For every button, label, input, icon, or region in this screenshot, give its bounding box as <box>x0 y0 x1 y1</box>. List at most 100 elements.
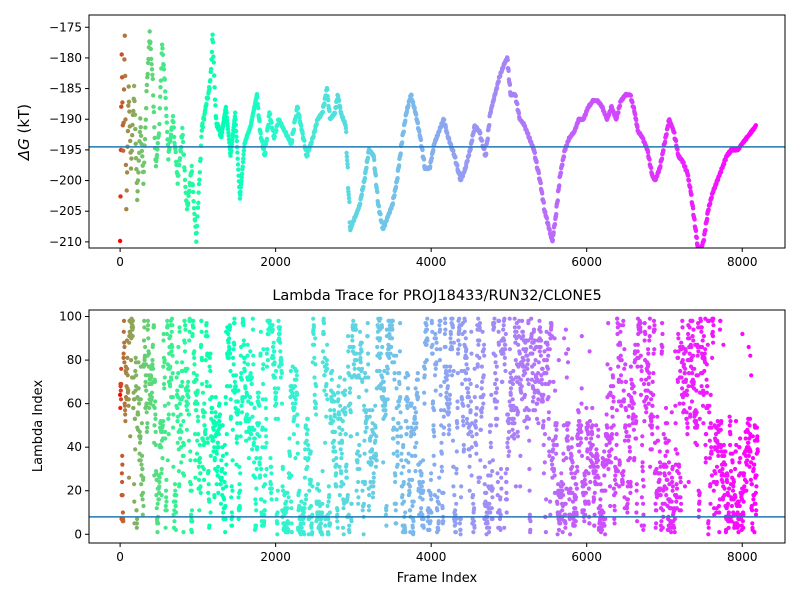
bottom-data-point <box>530 399 536 404</box>
bottom-data-point <box>224 432 229 437</box>
bottom-data-point <box>384 503 389 509</box>
bottom-data-point <box>271 340 276 345</box>
bottom-data-point <box>466 395 472 400</box>
bottom-data-point <box>422 366 427 371</box>
top-data-point <box>208 66 214 72</box>
bottom-data-point <box>286 495 291 500</box>
bottom-data-point <box>183 323 188 328</box>
x-tick-label: 6000 <box>571 255 602 269</box>
bottom-data-point <box>232 316 237 321</box>
bottom-data-point <box>568 486 573 491</box>
bottom-data-point <box>634 488 639 493</box>
bottom-data-point <box>324 358 329 363</box>
bottom-data-point <box>471 530 476 535</box>
bottom-data-point <box>408 508 413 513</box>
bottom-data-point <box>169 329 174 334</box>
bottom-data-point <box>140 512 145 517</box>
top-data-point <box>392 193 397 198</box>
bottom-data-point <box>295 392 300 397</box>
bottom-data-point <box>352 366 357 371</box>
bottom-data-point <box>308 449 313 454</box>
bottom-data-point <box>628 490 633 495</box>
bottom-data-point <box>398 410 403 415</box>
bottom-data-point <box>511 368 516 374</box>
bottom-data-point <box>242 360 247 365</box>
bottom-data-point <box>191 318 196 323</box>
bottom-data-point <box>482 482 487 487</box>
bottom-data-point <box>137 429 142 434</box>
bottom-data-point <box>253 497 258 502</box>
bottom-data-point <box>612 503 617 509</box>
y-tick-label: −205 <box>49 204 82 218</box>
bottom-data-point <box>507 449 512 454</box>
top-data-point <box>300 131 305 136</box>
bottom-data-point <box>546 395 551 400</box>
top-data-point <box>536 170 541 176</box>
top-data-point <box>154 158 159 164</box>
top-data-point <box>130 122 135 128</box>
bottom-data-point <box>429 497 434 502</box>
bottom-data-point <box>458 532 463 537</box>
bottom-data-point <box>534 416 540 421</box>
bottom-data-point <box>169 377 174 382</box>
top-data-point <box>662 139 668 144</box>
bottom-data-point <box>405 405 410 411</box>
top-data-point <box>412 105 417 111</box>
bottom-data-point <box>233 384 238 389</box>
bottom-data-point <box>223 530 228 535</box>
bottom-data-point <box>606 466 611 472</box>
top-data-point <box>126 84 131 89</box>
bottom-data-point <box>401 479 406 485</box>
bottom-data-point <box>278 340 283 345</box>
bottom-data-point <box>436 527 441 533</box>
bottom-data-point <box>313 401 318 406</box>
bottom-data-point <box>501 351 506 356</box>
bottom-data-point <box>481 347 486 352</box>
bottom-data-point <box>500 379 505 384</box>
bottom-data-point <box>289 499 294 504</box>
bottom-data-point <box>565 360 571 365</box>
bottom-data-point <box>532 338 537 343</box>
bottom-data-point <box>294 368 299 374</box>
bottom-data-point <box>453 508 458 513</box>
bottom-data-point <box>150 342 155 347</box>
bottom-data-point <box>301 510 306 515</box>
bottom-data-point <box>472 366 477 371</box>
bottom-data-point <box>177 482 182 487</box>
bottom-data-point <box>321 331 326 337</box>
bottom-data-point <box>185 366 190 371</box>
bottom-data-point <box>208 510 213 515</box>
bottom-data-point <box>425 338 430 343</box>
bottom-data-point <box>350 334 355 339</box>
bottom-data-point <box>118 405 123 411</box>
top-data-point <box>661 148 666 153</box>
bottom-data-point <box>474 412 479 417</box>
bottom-data-point <box>410 503 415 509</box>
bottom-data-point <box>180 368 185 374</box>
bottom-data-point <box>316 499 321 504</box>
bottom-data-point <box>378 351 383 356</box>
bottom-data-point <box>510 427 515 432</box>
bottom-data-point <box>579 429 584 434</box>
bottom-data-point <box>529 377 535 382</box>
bottom-data-point <box>632 390 637 395</box>
bottom-data-point <box>354 488 359 493</box>
bottom-data-point <box>265 358 270 363</box>
bottom-data-point <box>365 334 370 339</box>
bottom-data-point <box>276 318 281 323</box>
bottom-data-point <box>595 464 600 469</box>
bottom-data-point <box>640 469 645 474</box>
bottom-data-point <box>377 355 382 360</box>
bottom-data-point <box>412 405 417 411</box>
bottom-data-point <box>374 453 379 458</box>
bottom-data-point <box>502 316 507 321</box>
bottom-data-point <box>455 421 460 426</box>
bottom-data-point <box>601 510 606 515</box>
top-data-point <box>683 164 688 169</box>
top-data-point <box>149 67 155 72</box>
bottom-data-point <box>638 321 643 326</box>
bottom-data-point <box>397 381 402 387</box>
bottom-data-point <box>625 501 630 506</box>
bottom-data-point <box>121 355 126 360</box>
bottom-data-point <box>269 471 274 476</box>
